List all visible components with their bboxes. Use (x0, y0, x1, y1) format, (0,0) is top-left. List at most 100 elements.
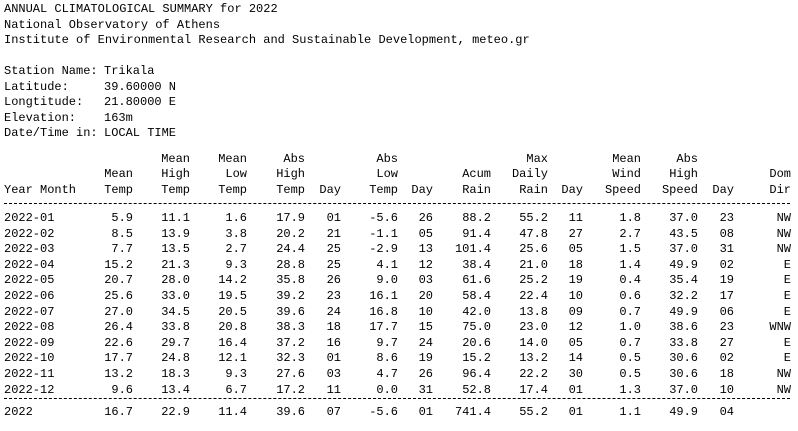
table-cell: 17.7 (104, 351, 133, 366)
table-cell: 18 (568, 257, 583, 272)
summary-cell: 01 (418, 405, 433, 419)
table-cell: 11 (568, 211, 583, 225)
table-cell: 10 (568, 289, 583, 303)
table-cell: E (783, 335, 791, 350)
column-header: High (276, 167, 305, 182)
table-cell: E (783, 273, 791, 288)
summary-cell: 49.9 (669, 405, 698, 419)
table-cell: 15 (418, 320, 433, 335)
table-cell: 20.6 (462, 335, 491, 350)
summary-cell: -5.6 (369, 405, 398, 419)
column-header: Rain (519, 183, 548, 197)
table-cell: 21.0 (519, 257, 548, 272)
table-cell: 1.4 (619, 257, 641, 272)
column-header: Temp (161, 183, 190, 197)
table-cell: 16.1 (369, 289, 398, 303)
table-cell: NW (776, 226, 791, 241)
column-header: Temp (276, 183, 305, 197)
table-cell: 39.2 (276, 289, 305, 303)
table-cell: 33.8 (669, 335, 698, 350)
table-cell: 33.0 (161, 289, 190, 303)
summary-cell: 01 (568, 405, 583, 419)
table-cell: 26 (418, 211, 433, 225)
table-cell: 25.2 (519, 273, 548, 288)
table-cell: 11.1 (161, 211, 190, 225)
table-cell: 12 (568, 320, 583, 335)
table-cell: 10 (719, 382, 734, 397)
table-cell: 55.2 (519, 211, 548, 225)
station-label: Elevation: (4, 110, 77, 125)
column-header: Speed (661, 183, 698, 197)
table-cell: 24.4 (276, 242, 305, 257)
station-value: 39.60000 N (104, 79, 177, 94)
table-cell: 13.4 (161, 382, 190, 397)
table-cell: 17.4 (519, 382, 548, 397)
table-cell: 13.5 (161, 242, 190, 257)
station-value: 21.80000 E (104, 95, 177, 110)
column-header: Mean (612, 151, 641, 166)
table-cell: 0.5 (619, 351, 641, 366)
table-cell: -1.1 (369, 226, 398, 241)
table-cell: 24.8 (161, 351, 190, 366)
table-cell: 01 (326, 351, 341, 366)
table-cell: 32.2 (669, 289, 698, 303)
table-cell: 16.4 (218, 335, 247, 350)
table-cell: 2.7 (225, 242, 247, 257)
table-cell: 20.2 (276, 226, 305, 241)
table-cell: 31 (418, 382, 433, 397)
table-cell: 0.7 (619, 304, 641, 319)
table-cell: 2.7 (619, 226, 641, 241)
table-cell: 02 (719, 257, 734, 272)
table-cell: 25.6 (519, 242, 548, 257)
row-month: 2022-07 (4, 304, 55, 319)
table-cell: WNW (769, 320, 791, 335)
table-cell: 11 (326, 382, 341, 397)
table-cell: 15.2 (462, 351, 491, 366)
table-cell: 38.6 (669, 320, 698, 335)
table-cell: 18 (326, 320, 341, 335)
table-cell: 37.0 (669, 242, 698, 257)
table-cell: 09 (568, 304, 583, 319)
column-header: Daily (511, 167, 548, 182)
table-cell: 7.7 (111, 242, 133, 257)
table-cell: 01 (326, 211, 341, 225)
table-cell: NW (776, 242, 791, 257)
station-label: Date/Time in: (4, 126, 98, 141)
table-cell: 37.2 (276, 335, 305, 350)
table-cell: 96.4 (462, 367, 491, 381)
row-month: 2022-12 (4, 382, 55, 397)
table-cell: 35.8 (276, 273, 305, 288)
table-cell: 0.7 (619, 335, 641, 350)
table-cell: 19 (719, 273, 734, 288)
table-cell: -2.9 (369, 242, 398, 257)
table-cell: 17.7 (369, 320, 398, 335)
table-cell: 8.5 (111, 226, 133, 241)
table-cell: NW (776, 367, 791, 381)
column-header: Dom (769, 167, 791, 182)
header-line: ANNUAL CLIMATOLOGICAL SUMMARY for 2022 (4, 2, 278, 16)
station-value: Trikala (104, 64, 155, 78)
table-cell: 01 (568, 382, 583, 397)
table-cell: 21 (326, 226, 341, 241)
column-header: Day (411, 183, 433, 197)
row-month: 2022-11 (4, 367, 55, 381)
table-cell: 12 (418, 257, 433, 272)
table-cell: 28.0 (161, 273, 190, 288)
table-cell: 02 (719, 351, 734, 366)
table-cell: 16.8 (369, 304, 398, 319)
table-cell: 27.0 (104, 304, 133, 319)
table-cell: 10 (418, 304, 433, 319)
table-cell: -5.6 (369, 211, 398, 225)
table-cell: 28.8 (276, 257, 305, 272)
table-cell: 8.6 (376, 351, 398, 366)
table-cell: 22.4 (519, 289, 548, 303)
table-cell: 37.0 (669, 211, 698, 225)
column-header: Temp (369, 183, 398, 197)
table-cell: 29.7 (161, 335, 190, 350)
column-header: Day (712, 183, 734, 197)
table-cell: 30.6 (669, 367, 698, 381)
station-label: Latitude: (4, 79, 69, 94)
table-cell: 58.4 (462, 289, 491, 303)
table-cell: 0.5 (619, 367, 641, 381)
column-header: Abs (676, 151, 698, 166)
